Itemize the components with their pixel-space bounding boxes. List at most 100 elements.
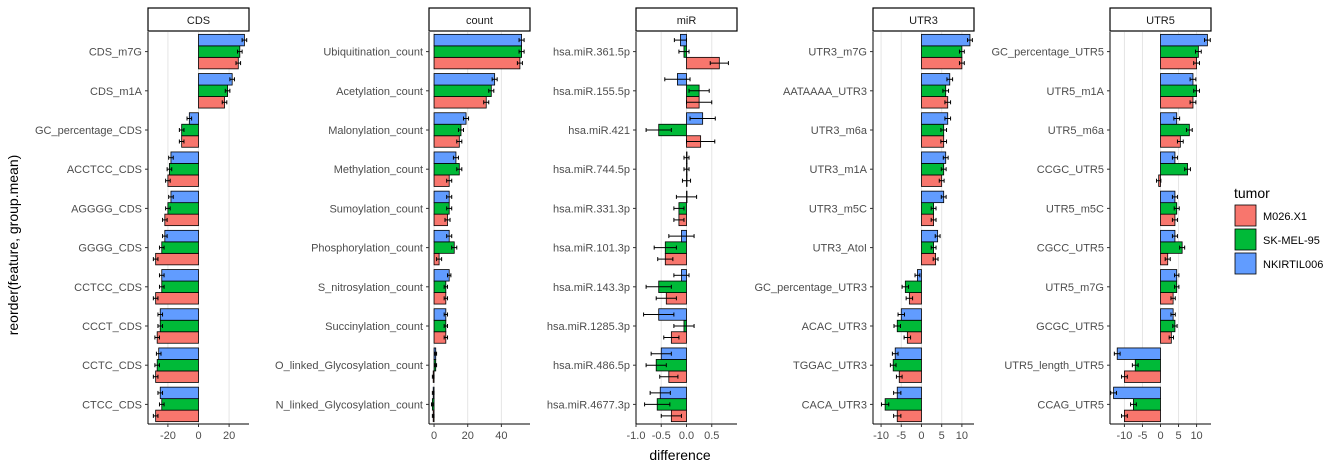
x-tick-label: 0: [195, 430, 201, 442]
y-tick-label: UTR5_m1A: [1047, 86, 1105, 98]
bar: [1133, 398, 1161, 411]
bar: [156, 331, 199, 344]
y-tick-label: CCCT_CDS: [82, 321, 142, 333]
bar: [433, 241, 455, 254]
y-tick-label: UTR5_m6a: [1048, 125, 1105, 137]
bar: [1160, 123, 1190, 137]
bar: [921, 174, 943, 187]
y-tick-label: ACAC_UTR3: [802, 321, 867, 333]
bar: [1160, 163, 1188, 176]
legend: tumor M026.X1 SK-MEL-95 NKIRTIL006: [1234, 185, 1323, 275]
bar: [164, 213, 199, 227]
y-tick-label: TGGAC_UTR3: [793, 360, 867, 372]
y-tick-label: Phosphorylation_count: [311, 243, 423, 255]
x-tick-label: 0: [918, 430, 924, 442]
y-tick-label: Methylation_count: [334, 164, 423, 176]
bar: [198, 33, 245, 47]
y-tick-label: GGGG_CDS: [78, 243, 142, 255]
y-tick-label: GC_percentage_CDS: [35, 125, 142, 137]
y-tick-label: AGGGG_CDS: [71, 203, 142, 215]
bar: [921, 96, 949, 109]
y-tick-label: CDS_m7G: [89, 47, 142, 59]
bar: [894, 347, 922, 360]
x-tick-label: -10: [1116, 430, 1132, 442]
bar: [161, 398, 199, 411]
panel-strip: [428, 7, 531, 32]
bar: [433, 151, 457, 164]
bar: [167, 174, 199, 187]
bar: [1160, 33, 1208, 47]
y-tick-label: GCGC_UTR5: [1036, 321, 1104, 333]
bar: [156, 359, 199, 372]
bar: [921, 33, 971, 47]
y-tick-label: hsa.miR.421: [568, 125, 630, 137]
y-tick-label: UTR5_m5C: [1046, 203, 1104, 215]
bar: [161, 241, 199, 254]
bar: [433, 73, 496, 86]
x-tick-label: 0.5: [704, 430, 719, 442]
panel-strip: [1109, 7, 1212, 32]
y-tick-label: UTR3_m5C: [809, 203, 867, 215]
bar: [921, 45, 963, 58]
panel-strip-title: count: [466, 15, 493, 27]
x-tick-label: -0.5: [652, 430, 671, 442]
y-tick-label: Malonylation_count: [328, 125, 423, 137]
bar: [921, 73, 951, 86]
bar: [921, 112, 949, 125]
y-tick-label: UTR3_m1A: [810, 164, 868, 176]
x-tick-label: -5: [1138, 430, 1148, 442]
chart-panels: CDS CDS_m7G CDS_m1A GC_percentage_CDS ACCTCC…: [35, 7, 1212, 442]
y-tick-label: Acetylation_count: [336, 86, 423, 98]
bar: [433, 269, 450, 282]
panel-strip-title: UTR5: [1146, 15, 1175, 27]
y-tick-label: ACCTCC_CDS: [67, 164, 142, 176]
legend-swatch: [1234, 228, 1257, 251]
y-tick-label: hsa.miR.143.3p: [553, 282, 630, 294]
x-tick-label: -5: [896, 430, 906, 442]
bar: [158, 347, 199, 360]
bar: [433, 163, 460, 176]
bar: [164, 229, 199, 243]
bar: [433, 33, 522, 47]
bar: [155, 292, 199, 305]
bar: [198, 73, 233, 86]
bar: [433, 56, 521, 70]
bar: [170, 190, 199, 204]
bar: [1113, 386, 1161, 400]
y-tick-label: CGCC_UTR5: [1037, 243, 1104, 255]
y-tick-label: hsa.miR.1285.3p: [547, 321, 630, 333]
x-tick-label: 10: [1190, 430, 1202, 442]
bar: [198, 56, 239, 70]
y-tick-label: Ubiquitination_count: [323, 47, 423, 59]
bar: [1134, 359, 1161, 372]
y-tick-label: CCGC_UTR5: [1037, 164, 1104, 176]
bar: [921, 135, 945, 148]
panel-count: count Ubiquitination_count Acetylation_cou…: [275, 7, 531, 442]
bar: [921, 190, 945, 204]
bar: [433, 45, 522, 58]
bar: [161, 280, 199, 293]
bar: [1160, 73, 1194, 86]
y-tick-label: Succinylation_count: [325, 321, 423, 333]
bar: [155, 409, 199, 423]
legend-label: SK-MEL-95: [1263, 235, 1320, 247]
bar: [1160, 241, 1183, 254]
bar: [170, 151, 199, 164]
panel-strip-title: CDS: [187, 15, 210, 27]
bar: [198, 84, 228, 97]
bar: [433, 84, 492, 97]
y-tick-label: CTCC_CDS: [82, 399, 142, 411]
x-tick-label: -1.0: [627, 430, 646, 442]
bar: [433, 112, 467, 125]
y-tick-label: CCAG_UTR5: [1037, 399, 1104, 411]
panel-strip: [635, 7, 738, 32]
bar: [921, 56, 963, 70]
bar: [892, 359, 922, 372]
panel-strip-title: miR: [677, 15, 697, 27]
y-tick-label: hsa.miR.361.5p: [553, 47, 630, 59]
panel-UTR3: UTR3 UTR3_m7G AATAAAA_UTR3 UTR3_m6a UTR3_m1A…: [754, 7, 975, 442]
bar: [155, 370, 199, 383]
bar: [1160, 45, 1199, 58]
bar: [898, 370, 922, 383]
